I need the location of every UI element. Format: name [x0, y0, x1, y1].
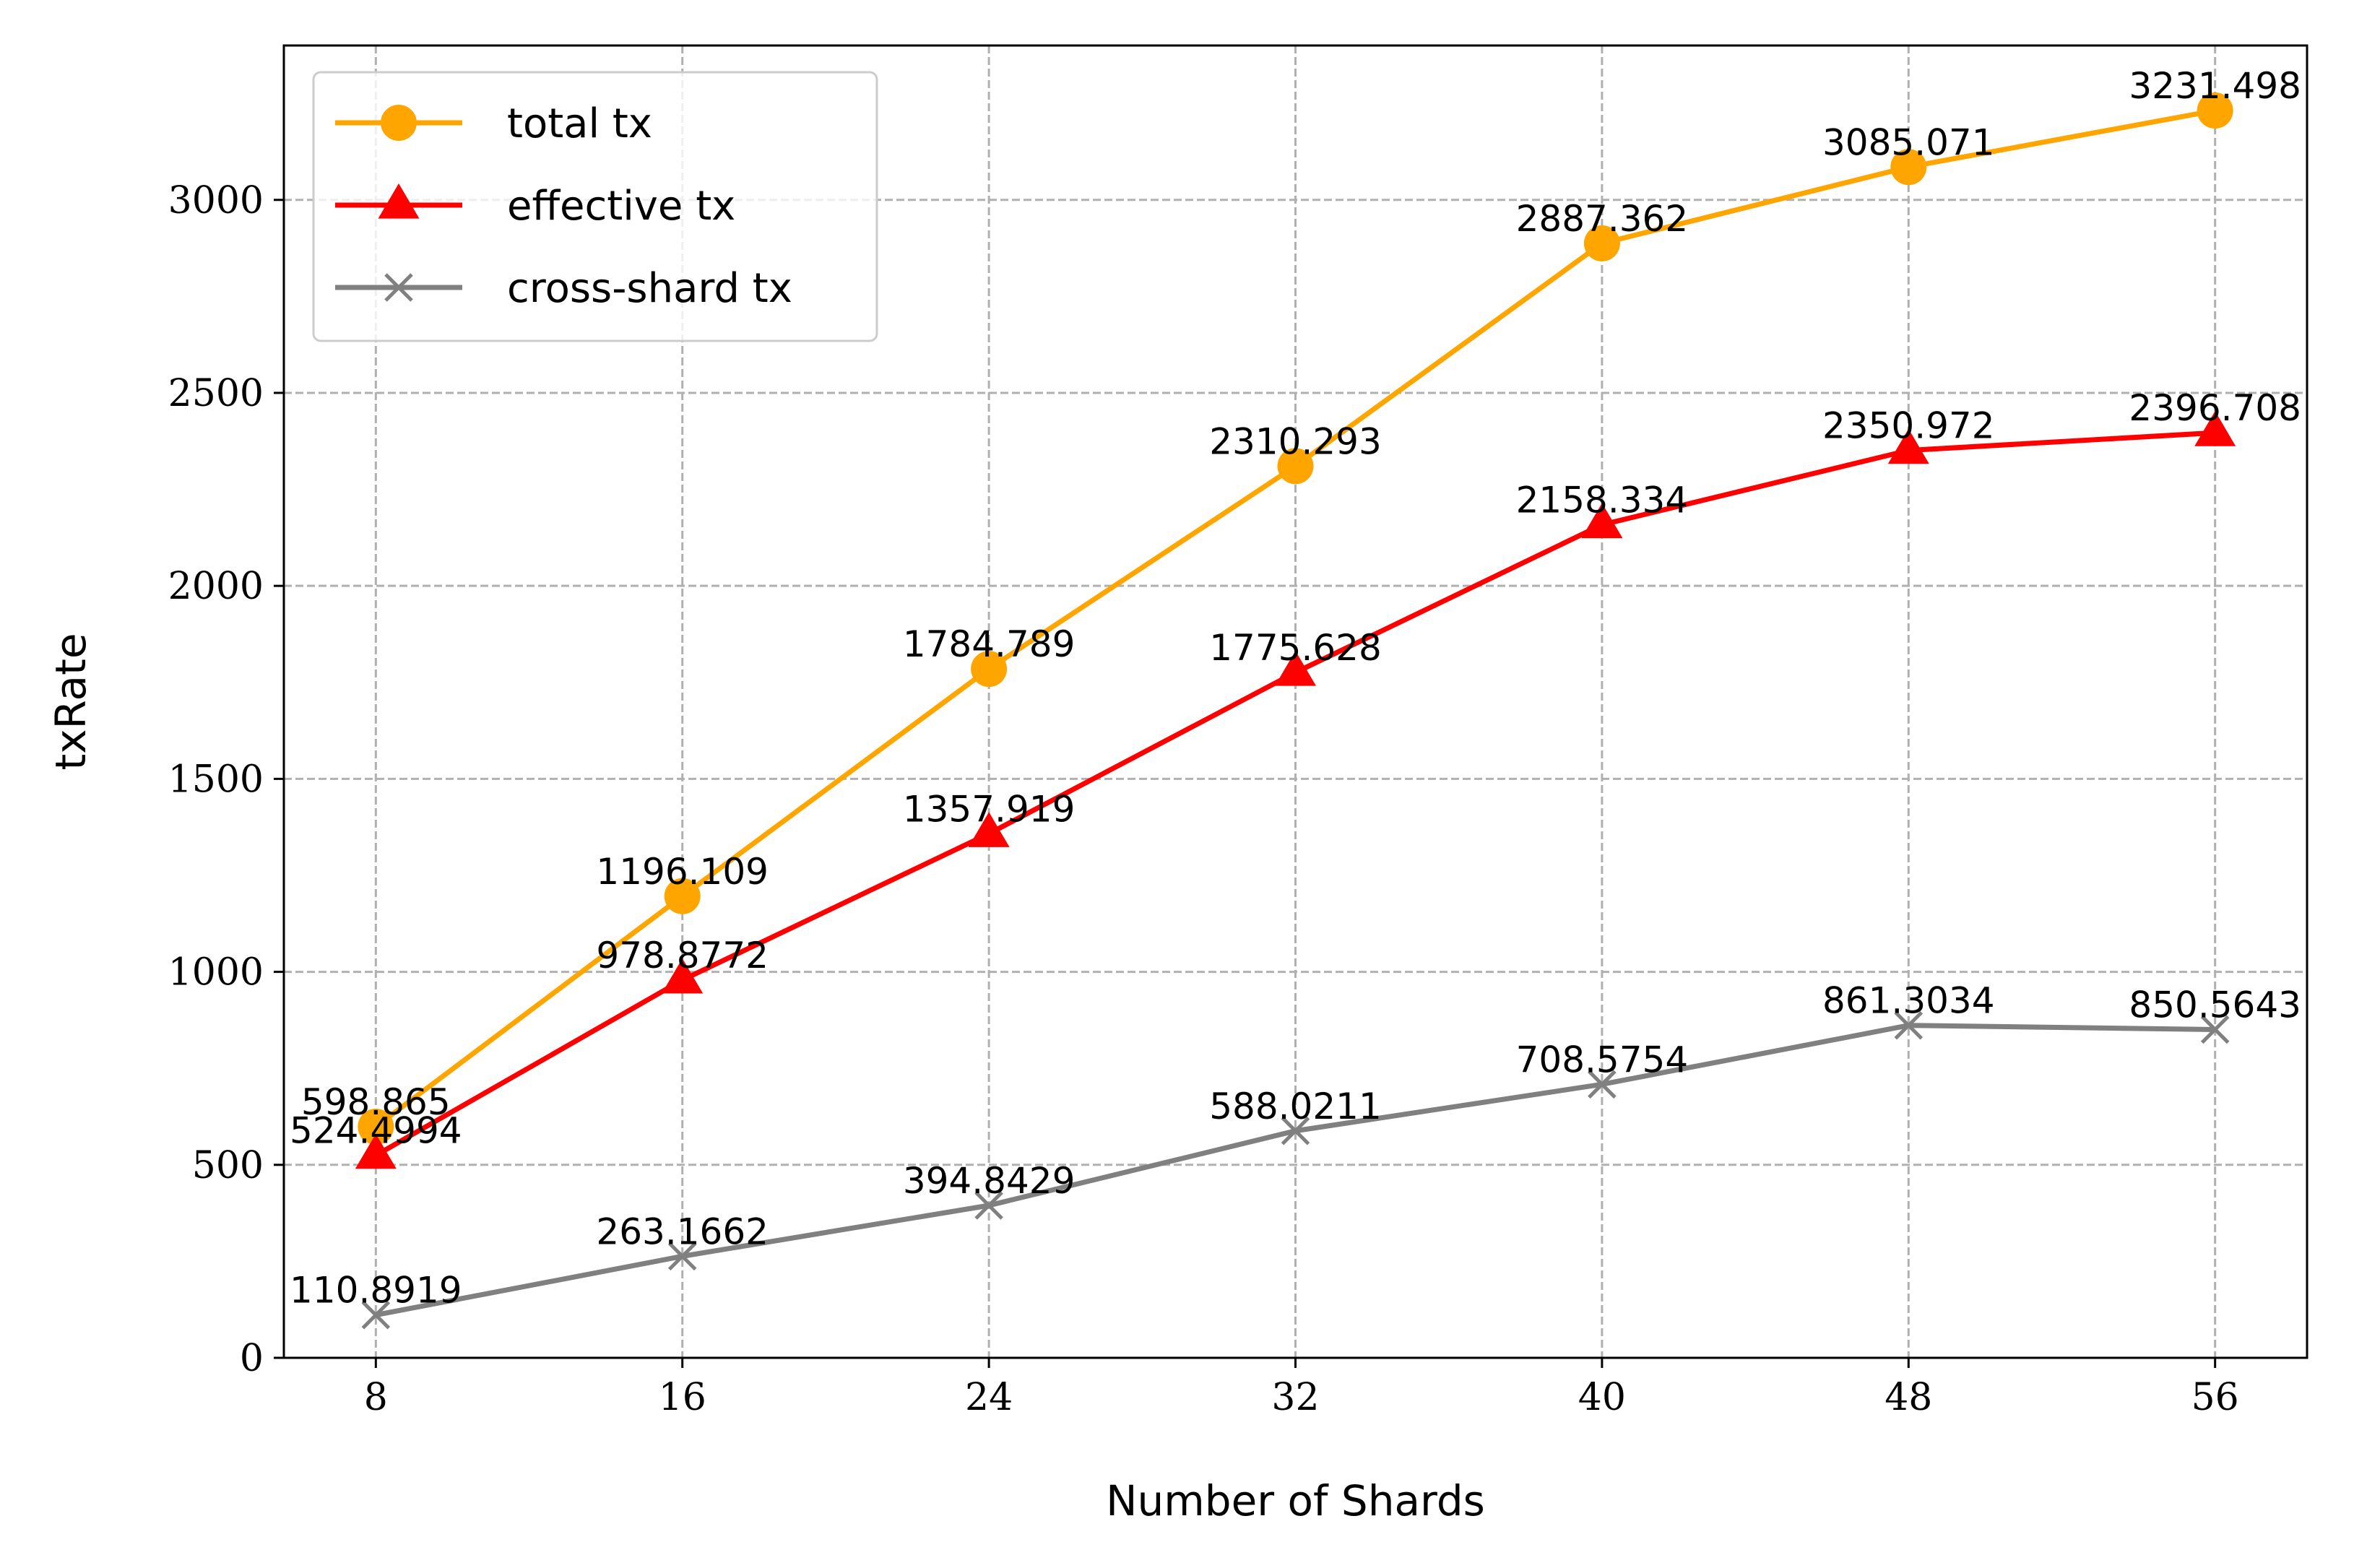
- legend-box: [312, 71, 878, 342]
- y-tick-label: 1500: [168, 758, 264, 801]
- data-point-total-tx: [358, 1108, 394, 1145]
- data-label-effective-tx: 978.8772: [596, 935, 769, 976]
- grid: [284, 46, 2307, 1359]
- series-total-tx: [358, 92, 2233, 1145]
- legend: total tx effective tx cross-shard tx: [312, 71, 878, 342]
- data-label-effective-tx: 2350.972: [1822, 405, 1995, 447]
- data-label-cross-shard-tx: 263.1662: [596, 1210, 769, 1252]
- data-point-cross-shard-tx: [361, 1300, 391, 1330]
- data-point-cross-shard-tx: [974, 1191, 1003, 1220]
- data-point-cross-shard-tx: [2200, 1015, 2230, 1044]
- data-point-cross-shard-tx: [1588, 1070, 1617, 1099]
- x-tick-label: 56: [2191, 1376, 2239, 1419]
- data-label-total-tx: 598.865: [301, 1081, 451, 1123]
- legend-label-effective-tx: effective tx: [507, 183, 735, 230]
- data-point-cross-shard-tx: [1281, 1116, 1310, 1145]
- data-point-effective-tx: [1581, 503, 1623, 539]
- y-tick-label: 500: [192, 1144, 264, 1187]
- data-point-effective-tx: [968, 812, 1010, 847]
- data-point-cross-shard-tx: [667, 1242, 697, 1271]
- data-point-effective-tx: [662, 958, 704, 994]
- y-tick-label: 2000: [168, 565, 264, 608]
- y-tick-label: 2500: [168, 372, 264, 415]
- y-tick-label: 3000: [168, 179, 264, 222]
- data-label-total-tx: 2887.362: [1516, 198, 1689, 240]
- axis-ticks: 8 16 24 32 40 48 56 0 500 1000 1500 2000 2500 3000: [168, 179, 2239, 1419]
- x-tick-label: 32: [1271, 1376, 1319, 1419]
- x-tick-label: 16: [659, 1376, 706, 1419]
- y-tick-label: 0: [240, 1337, 264, 1380]
- data-label-effective-tx: 2396.708: [2129, 387, 2301, 429]
- legend-marker-cross-shard-tx: [384, 273, 413, 302]
- data-label-cross-shard-tx: 850.5643: [2129, 984, 2301, 1026]
- legend-marker-total-tx: [381, 105, 417, 141]
- legend-marker-effective-tx: [378, 183, 420, 219]
- data-point-effective-tx: [1887, 428, 1929, 464]
- data-label-total-tx: 2310.293: [1209, 420, 1382, 462]
- data-label-cross-shard-tx: 861.3034: [1822, 980, 1995, 1022]
- data-point-total-tx: [664, 878, 701, 914]
- data-label-effective-tx: 1357.919: [903, 788, 1076, 830]
- x-tick-label: 24: [965, 1376, 1013, 1419]
- data-point-total-tx: [1890, 149, 1927, 186]
- data-label-cross-shard-tx: 588.0211: [1209, 1086, 1382, 1127]
- series-effective-tx: [355, 411, 2236, 1169]
- data-point-total-tx: [1277, 448, 1314, 485]
- y-tick-label: 1000: [168, 951, 264, 995]
- data-point-effective-tx: [2194, 411, 2236, 446]
- data-label-total-tx: 3231.498: [2129, 65, 2301, 107]
- data-point-cross-shard-tx: [1894, 1010, 1924, 1040]
- x-tick-label: 8: [364, 1376, 388, 1419]
- data-label-cross-shard-tx: 110.8919: [290, 1270, 462, 1312]
- data-point-total-tx: [2197, 92, 2233, 129]
- x-tick-label: 40: [1578, 1376, 1626, 1419]
- series-layer: [355, 92, 2236, 1330]
- x-axis-label: Number of Shards: [1106, 1476, 1485, 1525]
- data-point-effective-tx: [355, 1133, 397, 1169]
- data-label-total-tx: 1784.789: [903, 623, 1076, 665]
- data-label-effective-tx: 524.4994: [290, 1110, 462, 1152]
- data-label-cross-shard-tx: 708.5754: [1516, 1039, 1689, 1080]
- data-point-total-tx: [1583, 225, 1620, 261]
- data-point-effective-tx: [1275, 651, 1316, 686]
- data-point-total-tx: [971, 651, 1008, 688]
- series-cross-shard-tx: [361, 1010, 2230, 1330]
- data-label-effective-tx: 1775.628: [1209, 627, 1382, 669]
- y-axis-label: txRate: [46, 633, 95, 770]
- data-label-effective-tx: 2158.334: [1516, 480, 1689, 521]
- data-label-total-tx: 1196.109: [596, 851, 769, 893]
- data-label-total-tx: 3085.071: [1822, 121, 1995, 163]
- legend-label-cross-shard-tx: cross-shard tx: [507, 265, 792, 312]
- legend-label-total-tx: total tx: [507, 100, 652, 147]
- data-label-cross-shard-tx: 394.8429: [903, 1160, 1076, 1202]
- data-labels: 598.865 1196.109 1784.789 2310.293 2887.362 3…: [290, 65, 2301, 1312]
- x-tick-label: 48: [1885, 1376, 1932, 1419]
